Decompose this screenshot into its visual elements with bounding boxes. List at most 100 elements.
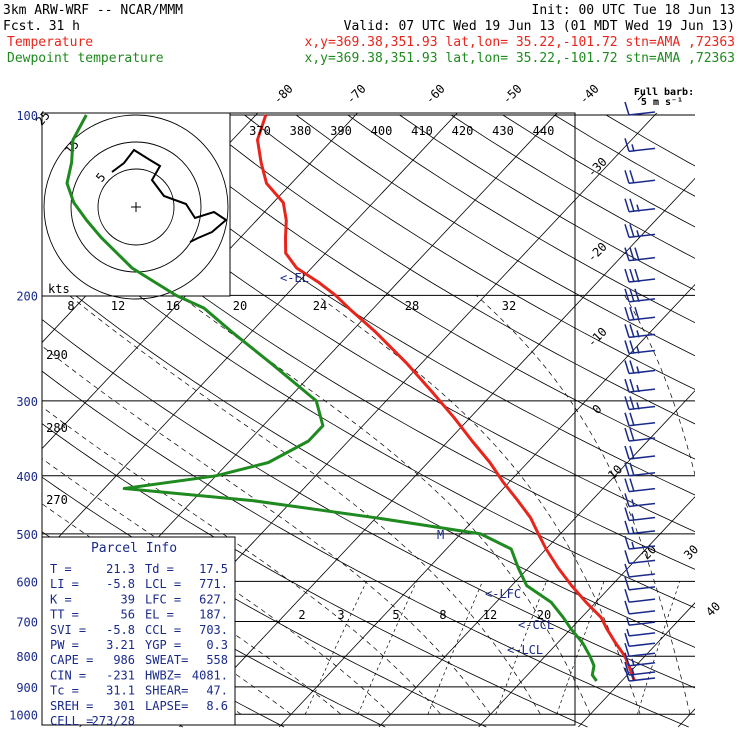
wind-barb-full xyxy=(629,445,635,460)
wind-barb-full xyxy=(624,661,630,676)
parcel-param-value: 31.1 xyxy=(106,684,135,698)
theta-label: 440 xyxy=(533,124,555,138)
level-annotation: M xyxy=(437,528,444,542)
wind-barb xyxy=(624,550,656,565)
wind-barb-full xyxy=(624,507,630,521)
isotherm-line xyxy=(42,113,458,556)
wind-barb-full xyxy=(624,588,630,603)
parcel-param-name: HWBZ= xyxy=(145,668,181,682)
wind-barb-half xyxy=(636,346,640,354)
parcel-param-value: 3.21 xyxy=(106,638,135,652)
wind-barb xyxy=(624,378,656,393)
wind-barb-shaft xyxy=(628,111,656,116)
wind-barb xyxy=(624,563,656,578)
wind-barb-full xyxy=(624,493,630,507)
wind-barb-half xyxy=(636,402,640,410)
parcel-param-value: 47. xyxy=(206,684,228,698)
wind-barb-half xyxy=(631,658,635,666)
wind-barb xyxy=(624,462,656,477)
parcel-param-value: 703. xyxy=(199,623,228,637)
dewpoint-point-info: x,y=369.38,351.93 lat,lon= 35.22,-101.72… xyxy=(305,51,735,66)
wind-barb xyxy=(624,667,656,682)
isotherm-line xyxy=(42,113,359,450)
hodograph-speed-label: 12 xyxy=(111,299,125,313)
temperature-point-info: x,y=369.38,351.93 lat,lon= 35.22,-101.72… xyxy=(305,35,735,50)
pressure-tick-label: 600 xyxy=(16,575,38,589)
wind-barb xyxy=(624,600,656,615)
wind-barb xyxy=(624,396,656,411)
wind-barb-full xyxy=(624,642,630,657)
dry-adiabat-line xyxy=(42,118,695,533)
valid-time: Valid: 07 UTC Wed 19 Jun 13 (01 MDT Wed … xyxy=(344,19,735,34)
wind-barb xyxy=(624,507,656,522)
theta-left-label: 270 xyxy=(46,493,68,507)
parcel-param-value: 273/28 xyxy=(92,714,135,728)
wind-barb-shaft xyxy=(628,573,656,578)
wind-barb-shaft xyxy=(628,652,656,657)
wind-barb xyxy=(624,427,656,442)
wind-barb-full xyxy=(629,224,635,238)
isotherm-line xyxy=(578,602,695,728)
wind-barbs xyxy=(624,101,656,682)
wind-barb xyxy=(624,268,656,283)
wind-barb-full xyxy=(624,652,630,667)
mixing-ratio-label: 3 xyxy=(337,608,344,622)
wind-barb-full xyxy=(624,101,630,116)
wind-barb-half xyxy=(631,499,635,507)
wind-barb xyxy=(624,576,656,591)
wind-barb xyxy=(624,661,656,676)
wind-barb-full xyxy=(624,535,630,550)
wind-barb xyxy=(624,170,656,185)
pressure-tick-label: 1000 xyxy=(9,708,38,722)
isotherm-line xyxy=(378,390,695,728)
wind-barb-full xyxy=(624,462,630,477)
wind-barb-full xyxy=(624,288,630,303)
wind-barb-full xyxy=(624,340,630,354)
wind-barb-full xyxy=(624,247,630,261)
parcel-param-value: 558 xyxy=(206,653,228,667)
dry-adiabat-line xyxy=(192,114,695,425)
wind-barb-full xyxy=(629,268,635,283)
wind-barb xyxy=(624,520,656,535)
wind-barb-full xyxy=(629,396,635,410)
parcel-param-name: SREH = xyxy=(50,699,93,713)
parcel-param-name: PW = xyxy=(50,638,79,652)
wind-barb xyxy=(624,288,656,303)
parcel-param-value: 187. xyxy=(199,608,228,622)
parcel-param-name: Tc = xyxy=(50,684,79,698)
dry-adiabat-line xyxy=(42,217,695,609)
dewpoint-line xyxy=(65,114,598,682)
wind-barb-full xyxy=(624,224,630,238)
wind-barb xyxy=(624,101,656,116)
forecast-hour: 31 h xyxy=(49,19,80,34)
dry-adiabat-line xyxy=(244,114,695,390)
wind-barb-half xyxy=(631,673,635,682)
theta-label: 370 xyxy=(249,124,271,138)
parcel-param-name: SVI = xyxy=(50,623,86,637)
wind-barb xyxy=(624,324,656,339)
theta-label: 430 xyxy=(492,124,514,138)
parcel-param-value: 301 xyxy=(113,699,135,713)
wind-barb-full xyxy=(624,268,630,283)
hodograph-speed-label: 28 xyxy=(405,299,419,313)
hodograph-speed-label: 32 xyxy=(502,299,516,313)
wind-barb xyxy=(624,633,656,647)
theta-label: 410 xyxy=(411,124,433,138)
wind-barb-shaft xyxy=(628,642,656,647)
wind-barb-full xyxy=(629,360,635,374)
isotherm-line xyxy=(478,496,695,728)
wind-barb-half xyxy=(626,617,630,626)
mixing-ratio-line xyxy=(357,581,417,715)
wind-barb-half xyxy=(636,230,640,238)
pressure-tick-label: 500 xyxy=(16,528,38,542)
wind-barb-full xyxy=(624,667,630,682)
parcel-param-value: -231 xyxy=(106,668,135,682)
hodograph-speed-label: 24 xyxy=(313,299,327,313)
dewpoint-legend-label: Dewpoint temperature xyxy=(7,51,164,66)
mixing-ratio-line xyxy=(304,581,367,715)
wind-barb xyxy=(624,224,656,239)
wind-barb-half xyxy=(636,366,640,374)
parcel-param-name: Td = xyxy=(145,562,174,576)
barb-legend-title: Full barb: xyxy=(634,87,694,98)
moist-adiabat-line xyxy=(179,295,591,715)
